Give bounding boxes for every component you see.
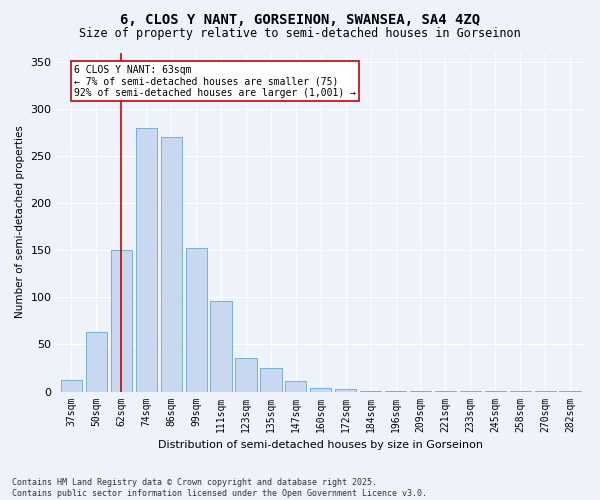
Bar [86, 332, 107, 392]
Bar [460, 390, 481, 392]
Bar [385, 390, 406, 392]
Bar [410, 390, 431, 392]
Y-axis label: Number of semi-detached properties: Number of semi-detached properties [15, 126, 25, 318]
Bar [185, 248, 207, 392]
Text: 6, CLOS Y NANT, GORSEINON, SWANSEA, SA4 4ZQ: 6, CLOS Y NANT, GORSEINON, SWANSEA, SA4 … [120, 12, 480, 26]
Bar [509, 390, 531, 392]
Bar [535, 390, 556, 392]
Bar [161, 138, 182, 392]
Bar [285, 381, 307, 392]
Bar [235, 358, 257, 392]
Bar [111, 250, 132, 392]
Text: Contains HM Land Registry data © Crown copyright and database right 2025.
Contai: Contains HM Land Registry data © Crown c… [12, 478, 427, 498]
Bar [211, 301, 232, 392]
Bar [335, 388, 356, 392]
Bar [260, 368, 281, 392]
Bar [435, 390, 456, 392]
Bar [485, 390, 506, 392]
Bar [360, 390, 381, 392]
Text: Size of property relative to semi-detached houses in Gorseinon: Size of property relative to semi-detach… [79, 28, 521, 40]
Bar [559, 390, 581, 392]
Text: 6 CLOS Y NANT: 63sqm
← 7% of semi-detached houses are smaller (75)
92% of semi-d: 6 CLOS Y NANT: 63sqm ← 7% of semi-detach… [74, 64, 356, 98]
Bar [61, 380, 82, 392]
Bar [310, 388, 331, 392]
X-axis label: Distribution of semi-detached houses by size in Gorseinon: Distribution of semi-detached houses by … [158, 440, 483, 450]
Bar [136, 128, 157, 392]
